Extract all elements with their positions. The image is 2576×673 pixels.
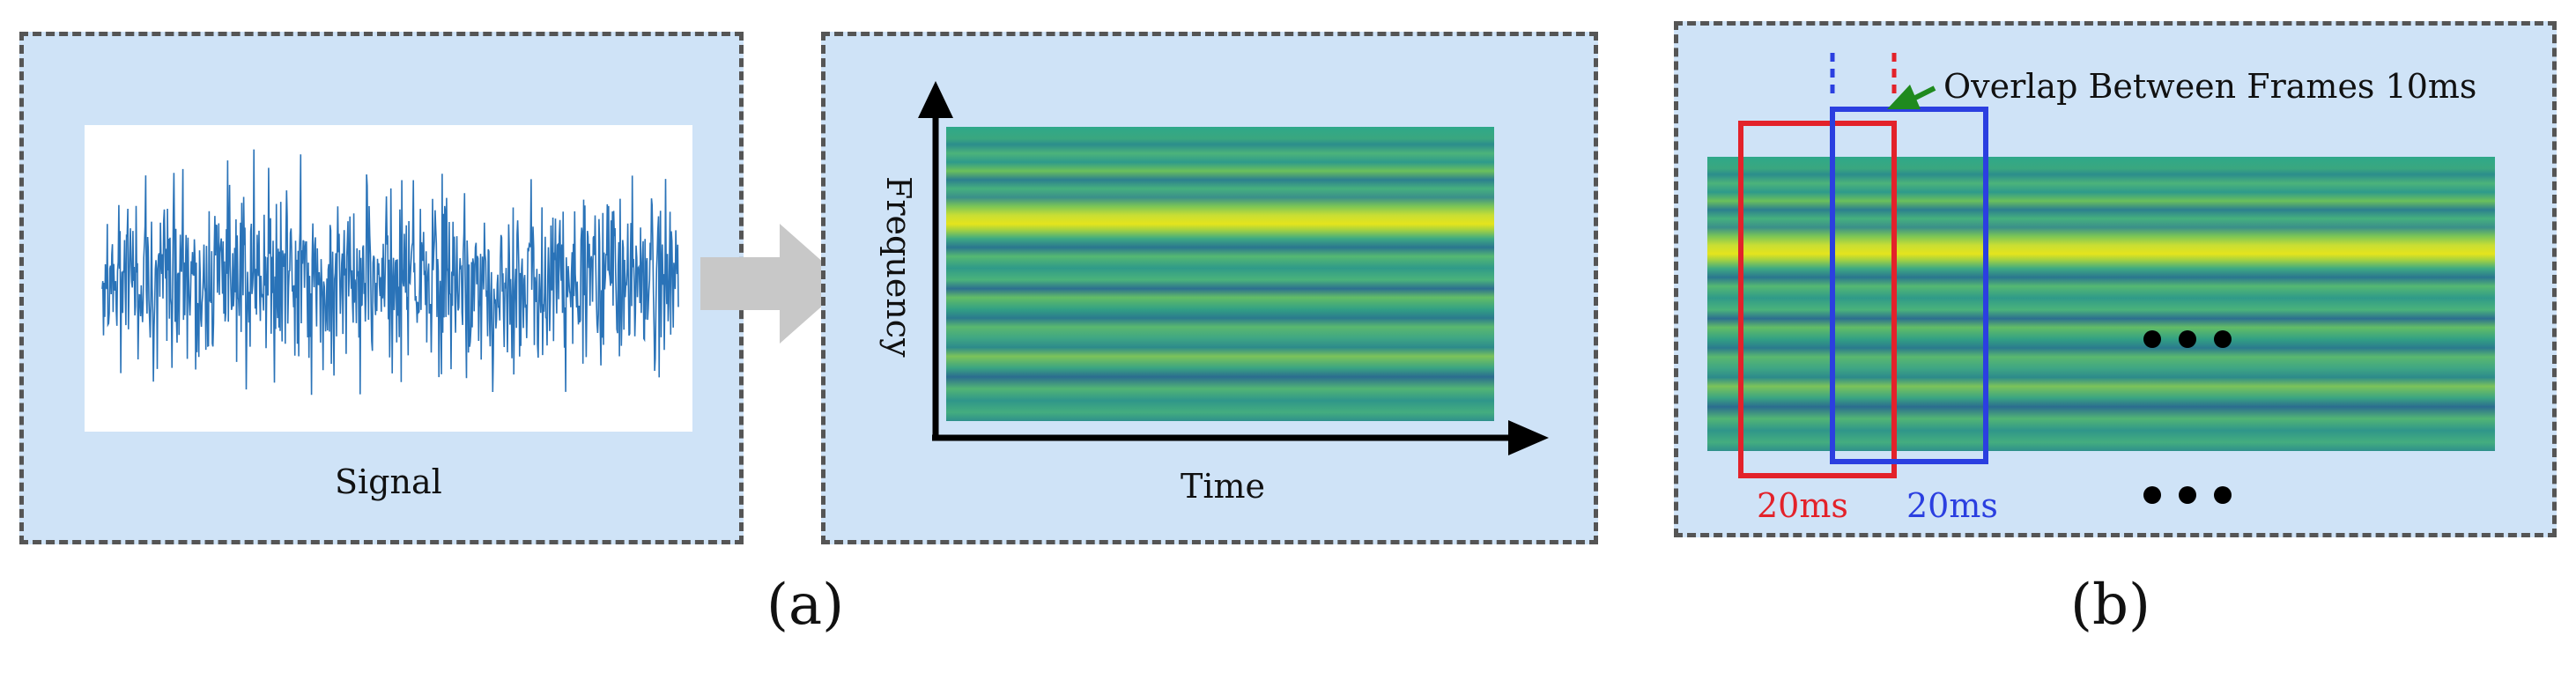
spectrogram-image [946, 127, 1494, 421]
signal-plot [85, 125, 692, 432]
frames-spectrogram-image [1707, 157, 2495, 451]
red-frame-label: 20ms [1757, 486, 1848, 525]
time-axis-label: Time [1181, 467, 1266, 506]
sub-label-b: (b) [2070, 573, 2150, 638]
blue-frame-label: 20ms [1906, 486, 1998, 525]
signal-caption: Signal [335, 462, 442, 501]
frequency-axis-label: Frequency [879, 176, 918, 358]
sub-label-a: (a) [766, 573, 845, 638]
overlap-annotation: Overlap Between Frames 10ms [1943, 67, 2477, 106]
